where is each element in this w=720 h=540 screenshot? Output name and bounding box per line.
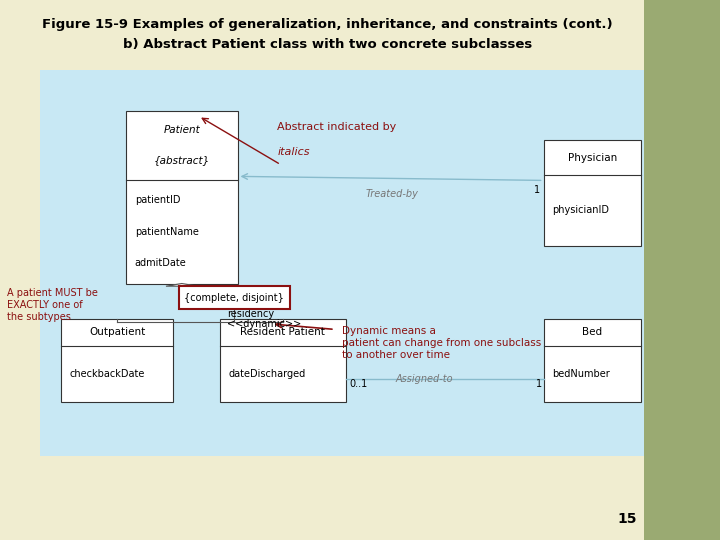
Text: admitDate: admitDate — [135, 258, 186, 268]
Bar — [544, 140, 641, 246]
Bar — [126, 111, 238, 284]
Text: A patient MUST be
EXACTLY one of
the subtypes: A patient MUST be EXACTLY one of the sub… — [7, 288, 98, 322]
Text: Outpatient: Outpatient — [89, 327, 145, 338]
Bar — [220, 319, 346, 402]
Text: Abstract indicated by: Abstract indicated by — [277, 122, 397, 132]
Text: dateDischarged: dateDischarged — [228, 369, 305, 379]
Text: Treated-by: Treated-by — [366, 190, 419, 199]
Text: Figure 15-9 Examples of generalization, inheritance, and constraints (cont.): Figure 15-9 Examples of generalization, … — [42, 18, 613, 31]
Bar — [40, 70, 644, 456]
Bar — [544, 319, 641, 402]
Text: physicianID: physicianID — [552, 205, 609, 215]
Text: <<dynamic>>: <<dynamic>> — [227, 319, 301, 329]
Text: 15: 15 — [618, 512, 637, 526]
Text: residency: residency — [227, 309, 274, 319]
Text: b) Abstract Patient class with two concrete subclasses: b) Abstract Patient class with two concr… — [123, 38, 532, 51]
Text: patientName: patientName — [135, 227, 199, 237]
Text: italics: italics — [277, 146, 310, 157]
Polygon shape — [166, 284, 197, 286]
Text: Dynamic means a
patient can change from one subclass
to another over time: Dynamic means a patient can change from … — [342, 326, 541, 360]
Text: Assigned-to: Assigned-to — [396, 374, 454, 384]
Text: 1: 1 — [534, 185, 541, 195]
Bar — [644, 0, 720, 540]
Text: Physician: Physician — [567, 153, 617, 163]
Text: {abstract}: {abstract} — [153, 156, 210, 165]
Text: patientID: patientID — [135, 195, 180, 205]
Text: 1: 1 — [536, 379, 543, 389]
Bar — [179, 286, 290, 309]
Text: Resident Patient: Resident Patient — [240, 327, 325, 338]
Text: Bed: Bed — [582, 327, 602, 338]
Text: bedNumber: bedNumber — [552, 369, 610, 379]
Text: checkbackDate: checkbackDate — [70, 369, 145, 379]
Text: {complete, disjoint}: {complete, disjoint} — [184, 293, 284, 302]
Text: 0..1: 0..1 — [349, 379, 367, 389]
Text: Patient: Patient — [163, 125, 200, 135]
Bar — [61, 319, 173, 402]
